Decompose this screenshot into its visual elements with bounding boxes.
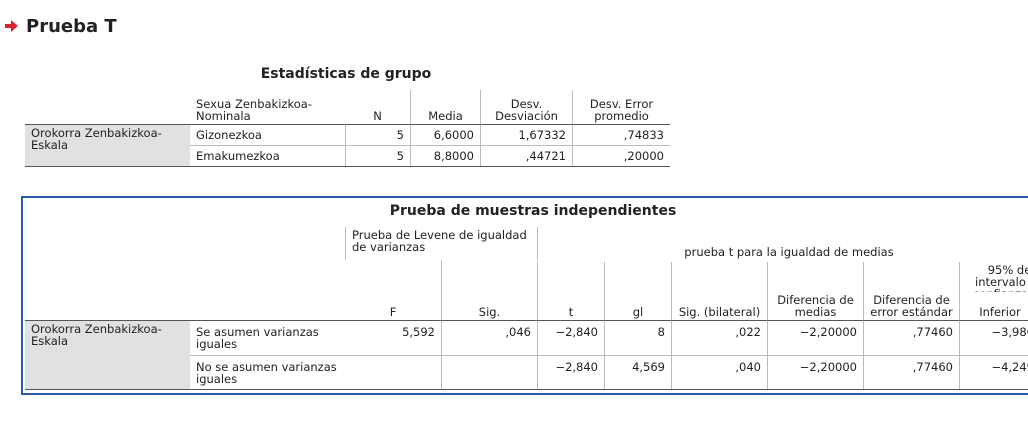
rule bbox=[25, 166, 670, 167]
data-cell: 8 bbox=[604, 320, 671, 355]
data-cell: 8,8000 bbox=[410, 145, 480, 166]
data-cell: 6,6000 bbox=[410, 124, 480, 145]
row-sublabel: No se asumen varianzas iguales bbox=[190, 355, 345, 390]
column-header: t bbox=[537, 262, 604, 320]
row-sublabel: Gizonezkoa bbox=[190, 124, 345, 145]
column-header: F bbox=[389, 305, 397, 319]
row-sublabel: Emakumezkoa bbox=[190, 145, 345, 166]
data-cell: 4,569 bbox=[604, 355, 671, 390]
data-cell bbox=[441, 355, 537, 390]
arrow-icon bbox=[5, 20, 18, 32]
table-frame bbox=[21, 196, 1028, 395]
column-header: Sig. bbox=[441, 260, 537, 320]
data-cell: −2,840 bbox=[537, 320, 604, 355]
row-sublabel: Se asumen varianzas iguales bbox=[190, 320, 345, 355]
data-cell: ,040 bbox=[671, 355, 767, 390]
data-cell: ,022 bbox=[671, 320, 767, 355]
table-title: Estadísticas de grupo bbox=[260, 66, 432, 82]
table-title: Prueba de muestras independientes bbox=[389, 203, 677, 219]
data-cell: −4,249 bbox=[959, 355, 1028, 390]
group-header: Prueba de Levene de igualdad de varianza… bbox=[345, 227, 537, 260]
data-cell bbox=[345, 355, 441, 390]
data-cell: ,046 bbox=[441, 320, 537, 355]
column-header: Inferior bbox=[959, 262, 1028, 320]
data-cell: −2,20000 bbox=[767, 355, 863, 390]
data-cell: ,74833 bbox=[572, 124, 670, 145]
group-header: prueba t para la igualdad de medias bbox=[537, 227, 1028, 260]
column-header: Sexua Zenbakizkoa-Nominala bbox=[196, 97, 312, 123]
data-cell: 1,67332 bbox=[480, 124, 572, 145]
data-cell: ,77460 bbox=[863, 355, 959, 390]
row-label: Orokorra Zenbakizkoa-Eskala bbox=[25, 320, 190, 389]
column-header: Desv. Error promedio bbox=[572, 90, 670, 124]
row-label: Orokorra Zenbakizkoa-Eskala bbox=[25, 124, 190, 166]
column-header: Sig. (bilateral) bbox=[671, 262, 767, 320]
column-header: N bbox=[373, 109, 382, 123]
data-cell: −3,986 bbox=[959, 320, 1028, 355]
column-header: Media bbox=[410, 90, 480, 124]
page-title: Prueba T bbox=[26, 16, 117, 37]
data-cell: 5,592 bbox=[345, 320, 441, 355]
column-header: Diferencia de medias bbox=[767, 262, 863, 320]
data-cell: −2,20000 bbox=[767, 320, 863, 355]
data-cell: ,77460 bbox=[863, 320, 959, 355]
rule bbox=[25, 389, 1028, 390]
data-cell: 5 bbox=[345, 145, 410, 166]
data-cell: ,44721 bbox=[480, 145, 572, 166]
data-cell: ,20000 bbox=[572, 145, 670, 166]
data-cell: −2,840 bbox=[537, 355, 604, 390]
data-cell: 5 bbox=[345, 124, 410, 145]
column-header: Diferencia de error estándar bbox=[863, 262, 959, 320]
group-header: 95% de intervalo de confianza de la dife… bbox=[959, 262, 1028, 292]
column-header: gl bbox=[604, 262, 671, 320]
column-header: Desv. Desviación bbox=[480, 90, 572, 124]
